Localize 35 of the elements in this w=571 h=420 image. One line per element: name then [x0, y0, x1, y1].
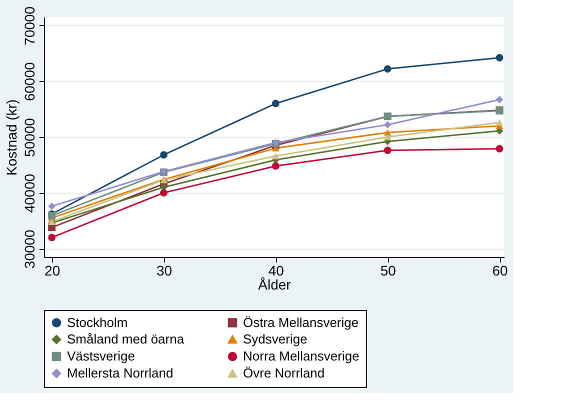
point — [272, 162, 280, 170]
y-tick-label: 30000 — [22, 229, 38, 269]
legend-label: Östra Mellansverige — [243, 314, 359, 330]
legend-label: Stockholm — [67, 314, 128, 330]
point — [384, 65, 392, 73]
point — [384, 146, 392, 154]
point — [496, 54, 504, 62]
legend-label: Norra Mellansverige — [243, 348, 360, 364]
point — [496, 119, 504, 126]
legend-label: Västsverige — [67, 348, 135, 364]
x-tick-label: 20 — [44, 262, 60, 278]
point — [496, 145, 504, 152]
point — [160, 189, 168, 197]
point — [384, 121, 392, 128]
y-tick-label: 40000 — [22, 174, 38, 213]
y-tick-label: 50000 — [22, 118, 38, 157]
legend-label: Sydsverige — [243, 332, 308, 346]
y-axis-title: Kostnad (kr) — [4, 99, 20, 176]
point — [272, 100, 280, 108]
y-tick-label: 60000 — [22, 62, 38, 102]
legend-label: Småland med öarna — [67, 332, 185, 346]
x-axis-title: Ålder — [258, 276, 292, 292]
point — [160, 151, 168, 159]
x-tick-label: 40 — [268, 262, 284, 278]
point — [48, 234, 56, 242]
point — [48, 202, 56, 210]
point — [272, 152, 280, 160]
point — [496, 96, 504, 104]
y-tick-label: 70000 — [22, 6, 38, 46]
legend-label: Mellersta Norrland — [67, 366, 174, 380]
legend-label: Övre Norrland — [243, 366, 325, 380]
x-tick-label: 50 — [380, 262, 396, 278]
point — [384, 134, 392, 140]
x-tick-label: 60 — [492, 262, 508, 278]
x-tick-label: 30 — [156, 262, 172, 278]
